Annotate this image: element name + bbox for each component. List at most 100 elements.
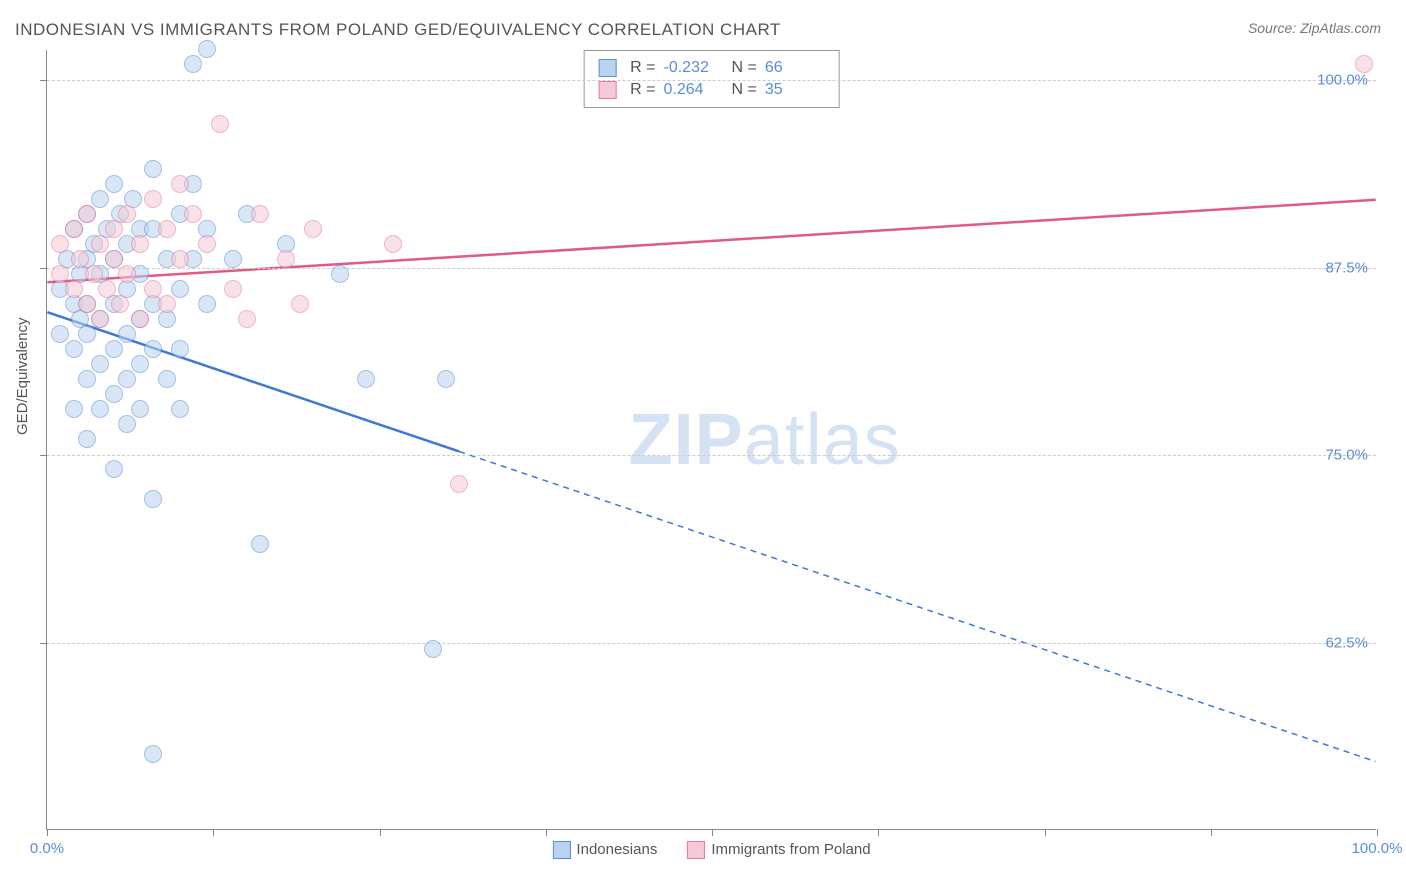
stat-r-label: R = <box>630 81 655 99</box>
legend-swatch <box>598 81 616 99</box>
y-tick <box>40 455 47 456</box>
legend-stat-row: R =0.264N =35 <box>598 79 825 101</box>
legend-stat-row: R =-0.232N =66 <box>598 57 825 79</box>
data-point <box>78 205 96 223</box>
data-point <box>118 415 136 433</box>
data-point <box>158 370 176 388</box>
source-attribution: Source: ZipAtlas.com <box>1248 20 1381 36</box>
data-point <box>158 220 176 238</box>
data-point <box>251 535 269 553</box>
data-point <box>91 235 109 253</box>
correlation-legend: R =-0.232N =66R =0.264N =35 <box>583 50 840 108</box>
data-point <box>198 40 216 58</box>
data-point <box>450 475 468 493</box>
data-point <box>158 295 176 313</box>
gridline <box>47 268 1376 269</box>
y-tick <box>40 643 47 644</box>
data-point <box>331 265 349 283</box>
data-point <box>65 340 83 358</box>
data-point <box>171 250 189 268</box>
data-point <box>118 265 136 283</box>
data-point <box>65 280 83 298</box>
data-point <box>304 220 322 238</box>
x-tick <box>1045 829 1046 836</box>
data-point <box>78 325 96 343</box>
legend-swatch <box>552 841 570 859</box>
data-point <box>105 340 123 358</box>
y-tick <box>40 80 47 81</box>
x-tick <box>712 829 713 836</box>
trend-lines-layer <box>47 50 1376 829</box>
x-tick-label: 100.0% <box>1352 840 1403 857</box>
data-point <box>224 280 242 298</box>
data-point <box>198 235 216 253</box>
x-tick-label: 0.0% <box>30 840 64 857</box>
stat-r-value: -0.232 <box>664 59 724 77</box>
data-point <box>51 235 69 253</box>
data-point <box>105 250 123 268</box>
data-point <box>171 340 189 358</box>
data-point <box>78 295 96 313</box>
legend-item: Immigrants from Poland <box>687 841 870 859</box>
data-point <box>198 295 216 313</box>
data-point <box>131 235 149 253</box>
data-point <box>91 190 109 208</box>
stat-r-label: R = <box>630 59 655 77</box>
data-point <box>184 55 202 73</box>
data-point <box>144 340 162 358</box>
data-point <box>238 310 256 328</box>
data-point <box>105 460 123 478</box>
data-point <box>224 250 242 268</box>
data-point <box>437 370 455 388</box>
stat-r-value: 0.264 <box>664 81 724 99</box>
y-tick-label: 75.0% <box>1325 447 1368 464</box>
series-legend: Indonesians Immigrants from Poland <box>552 841 870 859</box>
data-point <box>184 205 202 223</box>
data-point <box>78 430 96 448</box>
x-tick <box>213 829 214 836</box>
data-point <box>384 235 402 253</box>
legend-swatch <box>598 59 616 77</box>
trend-line <box>47 312 459 451</box>
legend-label: Immigrants from Poland <box>711 841 870 858</box>
data-point <box>171 280 189 298</box>
x-tick <box>546 829 547 836</box>
y-tick-label: 87.5% <box>1325 259 1368 276</box>
data-point <box>211 115 229 133</box>
data-point <box>118 205 136 223</box>
data-point <box>144 160 162 178</box>
stat-n-value: 66 <box>765 59 825 77</box>
x-tick <box>878 829 879 836</box>
plot-area: ZIPatlas R =-0.232N =66R =0.264N =35 Ind… <box>46 50 1376 830</box>
x-tick <box>380 829 381 836</box>
x-tick <box>1211 829 1212 836</box>
data-point <box>291 295 309 313</box>
data-point <box>111 295 129 313</box>
data-point <box>51 265 69 283</box>
data-point <box>144 190 162 208</box>
data-point <box>118 325 136 343</box>
y-tick <box>40 268 47 269</box>
data-point <box>131 310 149 328</box>
data-point <box>91 310 109 328</box>
data-point <box>65 220 83 238</box>
gridline <box>47 455 1376 456</box>
gridline <box>47 643 1376 644</box>
data-point <box>105 385 123 403</box>
data-point <box>144 280 162 298</box>
stat-n-label: N = <box>732 81 757 99</box>
y-axis-label: GED/Equivalency <box>14 317 31 435</box>
data-point <box>65 400 83 418</box>
legend-item: Indonesians <box>552 841 657 859</box>
data-point <box>78 370 96 388</box>
y-tick-label: 100.0% <box>1317 72 1368 89</box>
data-point <box>424 640 442 658</box>
legend-swatch <box>687 841 705 859</box>
data-point <box>71 250 89 268</box>
data-point <box>91 355 109 373</box>
data-point <box>105 175 123 193</box>
data-point <box>171 400 189 418</box>
y-tick-label: 62.5% <box>1325 634 1368 651</box>
data-point <box>171 175 189 193</box>
gridline <box>47 80 1376 81</box>
